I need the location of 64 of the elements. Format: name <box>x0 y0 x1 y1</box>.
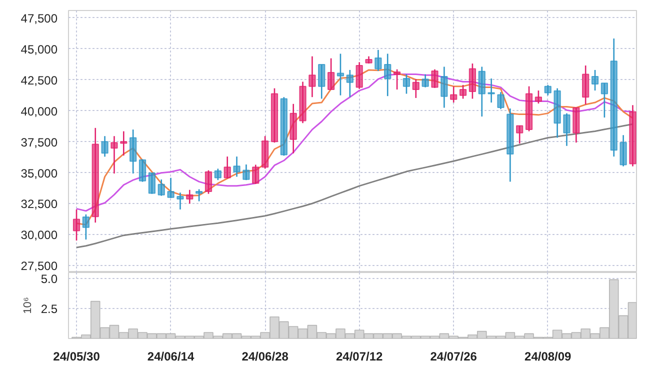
candlestick <box>591 69 599 92</box>
x-tick-label: 24/07/12 <box>336 350 384 364</box>
candlestick <box>459 84 467 100</box>
y-tick-label: 35,000 <box>20 166 58 180</box>
candlestick <box>402 74 410 94</box>
candlestick <box>600 82 608 118</box>
candlestick <box>384 53 392 97</box>
candlestick <box>497 91 504 110</box>
y-tick-label: 30,000 <box>20 228 58 242</box>
y-axis-title: 10⁶ <box>22 297 34 314</box>
candlestick <box>82 214 90 240</box>
candlestick <box>534 90 542 104</box>
candlestick <box>196 188 203 202</box>
candlestick <box>422 74 429 88</box>
candlestick <box>138 158 146 182</box>
candlestick <box>120 130 128 156</box>
x-tick-label: 24/06/28 <box>242 350 289 364</box>
x-tick-label: 24/08/09 <box>524 350 572 364</box>
y-tick-label: 40,000 <box>20 104 58 118</box>
candlestick <box>308 56 316 98</box>
candlestick <box>468 62 476 100</box>
candlestick <box>148 172 156 194</box>
candlestick <box>478 66 486 118</box>
candlestick <box>130 128 137 174</box>
y-tick-label: 5.0 <box>40 272 58 286</box>
candlestick <box>110 135 118 174</box>
candlestick <box>327 58 335 90</box>
x-tick-label: 24/06/14 <box>147 350 194 364</box>
candlestick <box>412 78 420 99</box>
candlestick <box>101 135 108 158</box>
y-tick-label: 27,500 <box>20 259 58 274</box>
candlestick <box>167 177 174 199</box>
candlestick <box>72 208 80 242</box>
x-tick-label: 24/05/30 <box>53 350 100 364</box>
y-tick-label: 37,500 <box>20 135 58 150</box>
candlestick <box>563 112 570 147</box>
candlestick <box>214 168 222 181</box>
y-tick-label: 45,000 <box>20 42 58 56</box>
candlestick <box>158 178 165 196</box>
candlestick <box>242 164 250 181</box>
candlestick <box>346 69 354 98</box>
candlestick <box>204 170 212 194</box>
y-tick-label: 32,500 <box>20 197 58 212</box>
candlestick <box>176 192 184 210</box>
candlestick <box>544 84 552 96</box>
candlestick <box>374 49 382 72</box>
y-tick-label: 42,500 <box>20 73 58 88</box>
candlestick <box>318 64 326 100</box>
candlestick <box>516 125 524 144</box>
candlestick <box>186 189 194 204</box>
candlestick <box>440 66 448 108</box>
candlestick <box>450 86 458 104</box>
x-tick-label: 24/07/26 <box>430 350 478 364</box>
candlestick <box>431 68 438 89</box>
y-tick-label: 47,500 <box>20 11 58 26</box>
candlestick <box>582 64 590 106</box>
candlestick <box>252 164 260 185</box>
candlestick <box>233 156 240 178</box>
candlestick <box>224 156 231 180</box>
candlestick <box>393 68 401 90</box>
candlestick <box>336 53 344 96</box>
candlestick <box>620 134 627 167</box>
y-tick-label: 2.5 <box>40 302 58 316</box>
candlestick <box>356 62 363 90</box>
